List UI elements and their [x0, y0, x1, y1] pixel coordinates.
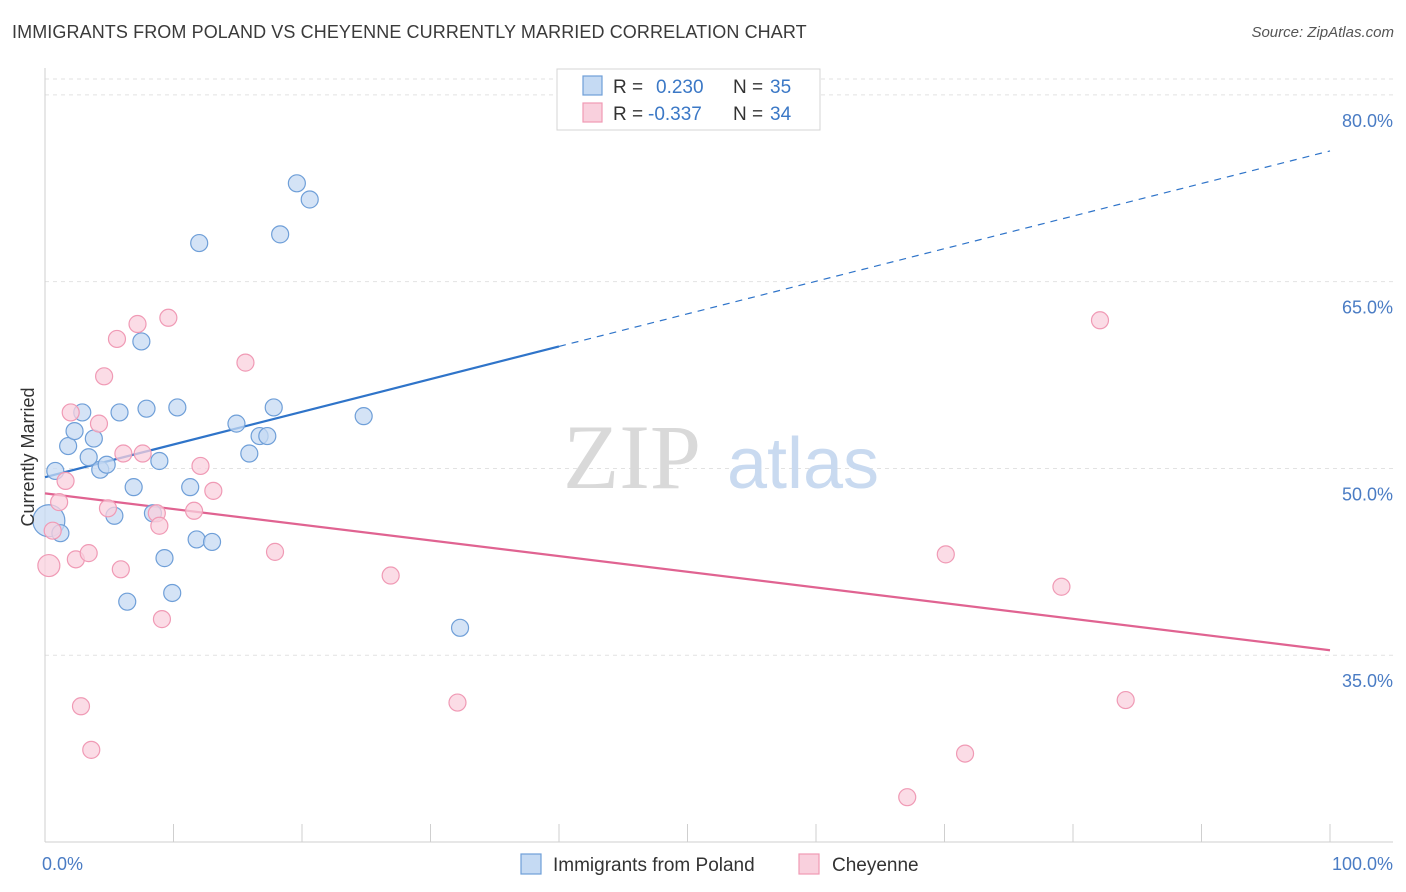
- point-poland: [258, 426, 277, 446]
- stats-swatch-poland: [582, 75, 603, 96]
- point-poland: [202, 532, 222, 552]
- point-cheyenne: [184, 501, 204, 520]
- point-cheyenne: [133, 444, 152, 463]
- axes: [44, 68, 1393, 843]
- point-cheyenne: [204, 481, 223, 500]
- y-tick-label: 80.0%: [1342, 111, 1393, 131]
- x-tick-label-max: 100.0%: [1332, 854, 1393, 874]
- legend-label-cheyenne: Cheyenne: [832, 855, 919, 876]
- point-cheyenne: [114, 444, 133, 463]
- point-cheyenne: [82, 740, 101, 759]
- point-cheyenne: [1116, 690, 1135, 710]
- stats-n-value-1: 35: [770, 77, 791, 98]
- data-points: [32, 174, 1135, 807]
- trend-line-cheyenne: [44, 492, 1331, 652]
- source-credit: Source: ZipAtlas.com: [1251, 24, 1394, 41]
- stats-r-value-2: -0.337: [648, 104, 702, 125]
- watermark-zip: ZIP: [563, 406, 701, 508]
- point-cheyenne: [98, 499, 118, 518]
- point-cheyenne: [898, 788, 917, 807]
- point-poland: [300, 190, 319, 209]
- point-cheyenne: [89, 414, 109, 433]
- point-poland: [187, 530, 206, 549]
- point-poland: [65, 421, 84, 441]
- point-cheyenne: [79, 544, 98, 563]
- point-poland: [354, 407, 373, 426]
- point-cheyenne: [191, 456, 210, 476]
- stats-r-label-1: R =: [613, 77, 643, 98]
- legend-swatch-cheyenne: [798, 853, 820, 875]
- y-axis-title: Currently Married: [18, 387, 38, 526]
- point-cheyenne: [1090, 311, 1110, 330]
- point-cheyenne: [159, 308, 178, 327]
- chart-title: IMMIGRANTS FROM POLAND VS CHEYENNE CURRE…: [12, 22, 807, 42]
- point-poland: [79, 448, 98, 467]
- point-poland: [227, 414, 246, 433]
- series-legend: Immigrants from Poland Cheyenne: [520, 853, 919, 876]
- x-tick-label-min: 0.0%: [42, 854, 83, 874]
- point-cheyenne: [56, 471, 75, 491]
- stats-n-label-1: N =: [733, 77, 763, 98]
- point-poland: [181, 478, 200, 497]
- point-poland: [190, 233, 209, 253]
- point-poland: [132, 332, 151, 351]
- point-poland: [240, 444, 259, 463]
- point-cheyenne: [1052, 577, 1071, 596]
- point-cheyenne: [265, 542, 285, 561]
- y-tick-label: 35.0%: [1342, 671, 1393, 691]
- legend-label-poland: Immigrants from Poland: [553, 855, 755, 876]
- point-cheyenne: [236, 353, 255, 372]
- stats-n-value-2: 34: [770, 104, 792, 125]
- point-cheyenne: [936, 545, 955, 564]
- point-poland: [155, 549, 174, 568]
- trend-lines: [44, 150, 1331, 652]
- point-poland: [137, 399, 156, 418]
- point-cheyenne: [50, 492, 69, 512]
- point-cheyenne: [37, 553, 61, 578]
- stats-n-label-2: N =: [733, 104, 763, 125]
- point-poland: [287, 174, 306, 193]
- watermark: ZIP atlas: [563, 406, 879, 508]
- point-cheyenne: [61, 403, 80, 422]
- point-poland: [97, 455, 116, 474]
- stats-swatch-cheyenne: [582, 102, 603, 123]
- point-poland: [150, 451, 169, 471]
- point-cheyenne: [107, 329, 127, 349]
- stats-r-label-2: R =: [613, 104, 643, 125]
- point-cheyenne: [152, 610, 172, 629]
- point-cheyenne: [955, 744, 975, 763]
- point-cheyenne: [111, 560, 130, 579]
- point-poland: [264, 398, 283, 417]
- point-cheyenne: [448, 693, 467, 712]
- trend-extension-poland: [558, 150, 1331, 348]
- point-cheyenne: [71, 697, 91, 716]
- legend-swatch-poland: [520, 853, 542, 875]
- point-cheyenne: [128, 314, 147, 334]
- point-poland: [163, 583, 182, 603]
- point-poland: [450, 618, 470, 637]
- y-tick-label: 50.0%: [1342, 484, 1393, 504]
- point-cheyenne: [95, 367, 114, 386]
- watermark-atlas: atlas: [727, 424, 879, 504]
- point-cheyenne: [43, 521, 62, 540]
- y-tick-label: 65.0%: [1342, 298, 1393, 318]
- stats-legend: R = 0.230 N = 35 R = -0.337 N = 34: [556, 68, 821, 131]
- point-poland: [271, 225, 290, 244]
- point-poland: [124, 478, 143, 497]
- stats-r-value-1: 0.230: [656, 77, 704, 98]
- tick-labels: 80.0% 65.0% 50.0% 35.0% 0.0% 100.0%: [42, 111, 1393, 874]
- point-poland: [110, 403, 129, 422]
- point-cheyenne: [150, 516, 169, 535]
- point-poland: [168, 398, 187, 417]
- point-cheyenne: [381, 566, 400, 585]
- point-poland: [118, 592, 137, 611]
